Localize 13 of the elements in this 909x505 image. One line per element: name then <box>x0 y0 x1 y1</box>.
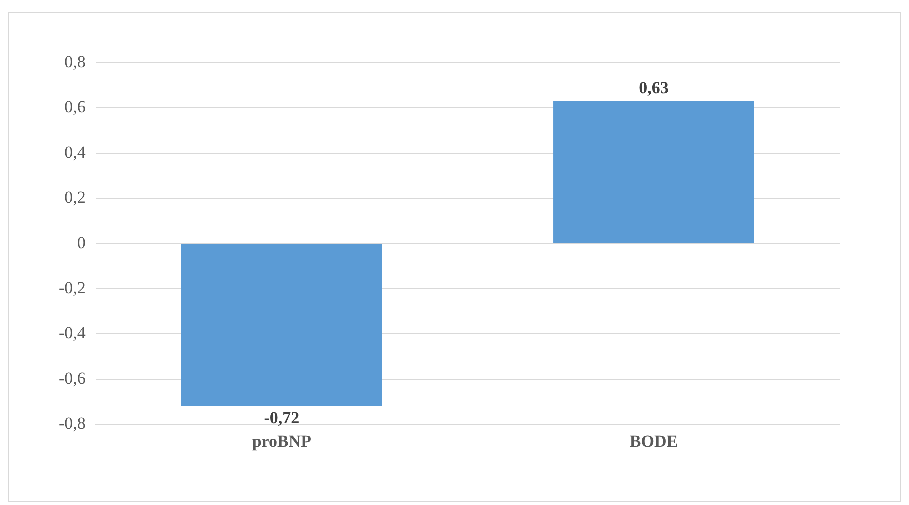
x-tick-label: BODE <box>630 432 678 452</box>
y-tick-label: 0,2 <box>64 188 86 208</box>
y-tick-label: 0,4 <box>64 142 86 162</box>
y-tick-label: -0,4 <box>58 324 86 343</box>
y-tick-label: 0 <box>77 233 86 252</box>
y-tick-label: 0,8 <box>64 52 86 72</box>
x-tick-label: proBNP <box>252 432 312 452</box>
y-tick-label: -0,6 <box>58 368 86 388</box>
data-label: 0,63 <box>639 78 669 98</box>
y-tick-label: -0,8 <box>58 414 86 434</box>
y-tick-label: 0,6 <box>64 98 86 117</box>
y-tick-label: -0,2 <box>58 278 86 298</box>
data-label: -0,72 <box>264 408 300 428</box>
